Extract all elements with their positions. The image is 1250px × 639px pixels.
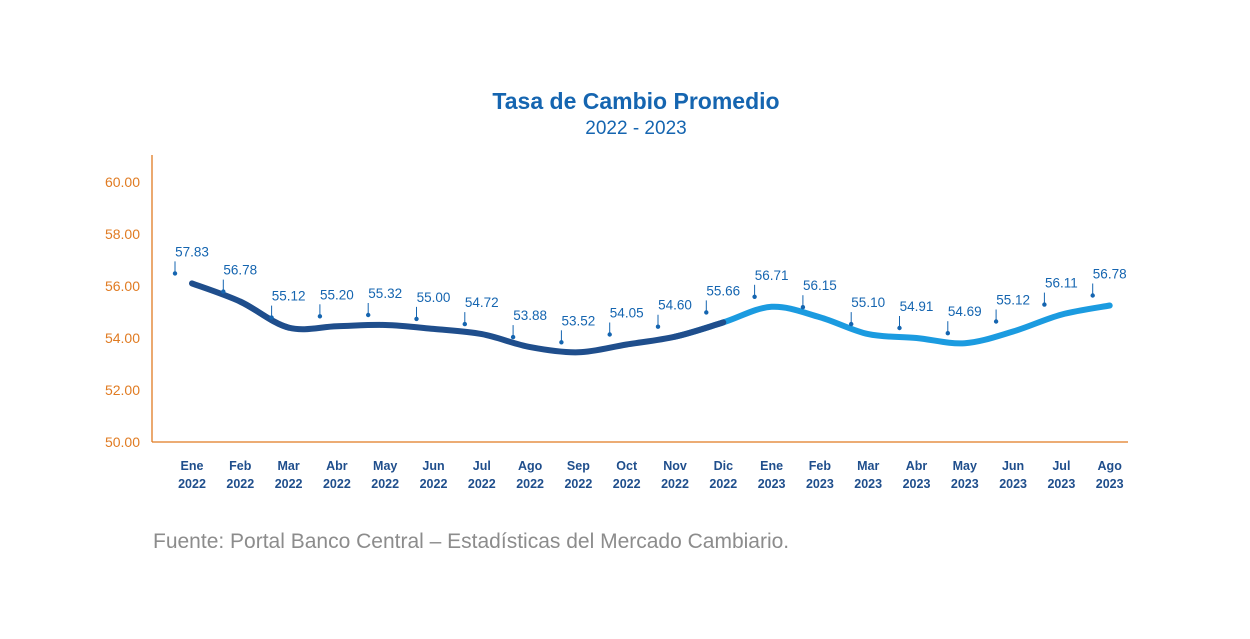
y-axis: 60.00 58.00 56.00 54.00 52.00 50.00 — [105, 155, 153, 450]
y-tick-label: 52.00 — [105, 382, 140, 398]
series-line-2023 — [672, 302, 1113, 347]
data-label: 56.71 — [755, 268, 789, 283]
data-point-marker — [655, 324, 661, 329]
source-note: Fuente: Portal Banco Central – Estadísti… — [153, 530, 790, 553]
data-point-marker — [172, 271, 178, 276]
x-tick-label-month: Sep — [567, 459, 590, 473]
x-tick-label-month: Ago — [1098, 459, 1123, 473]
x-tick-label-year: 2023 — [951, 477, 979, 491]
x-tick-label-year: 2022 — [178, 477, 206, 491]
data-label: 56.11 — [1045, 276, 1078, 291]
y-tick-label: 58.00 — [105, 226, 140, 242]
chart-subtitle: 2022 - 2023 — [585, 118, 687, 139]
data-point-marker — [993, 319, 999, 324]
data-label: 54.72 — [465, 295, 499, 310]
data-label: 56.78 — [223, 263, 257, 278]
x-tick-label-month: Dic — [714, 459, 734, 473]
chart-title: Tasa de Cambio Promedio — [492, 88, 780, 114]
x-tick-label-year: 2022 — [420, 477, 448, 491]
data-label: 56.15 — [803, 278, 837, 293]
x-tick-label-month: Feb — [809, 459, 832, 473]
x-tick-label-year: 2023 — [999, 477, 1027, 491]
x-tick-label-year: 2022 — [226, 477, 254, 491]
x-tick-label-year: 2023 — [1096, 477, 1124, 491]
data-point-marker — [704, 310, 709, 315]
x-tick-label-month: Jul — [1052, 459, 1070, 473]
x-tick-label-month: Mar — [277, 459, 299, 473]
data-point-marker — [366, 312, 371, 318]
data-label: 54.91 — [900, 299, 934, 314]
data-point-marker — [414, 316, 419, 322]
data-labels: 57.83 56.78 55.12 55.20 55.32 55.00 54.72 53.88… — [172, 244, 1127, 345]
x-tick-label-month: Abr — [906, 459, 928, 473]
data-point-marker — [510, 334, 516, 340]
data-point-marker — [897, 325, 902, 331]
data-label: 56.78 — [1093, 267, 1127, 282]
data-label: 55.12 — [272, 289, 306, 304]
data-label: 57.83 — [175, 244, 209, 259]
x-tick-label-month: Ago — [518, 459, 543, 473]
x-tick-label-year: 2023 — [758, 477, 786, 491]
x-tick-label-month: Ene — [760, 459, 783, 473]
x-tick-label-year: 2022 — [613, 477, 641, 491]
x-tick-label-month: May — [373, 459, 397, 473]
x-tick-label-year: 2022 — [709, 477, 737, 491]
y-tick-label: 54.00 — [105, 330, 140, 346]
x-tick-label-month: Jun — [422, 459, 444, 473]
x-tick-label-year: 2023 — [1047, 477, 1075, 491]
data-label: 55.12 — [996, 293, 1030, 308]
data-label: 54.60 — [658, 298, 692, 313]
data-point-marker — [607, 332, 612, 337]
series-lines — [189, 280, 1113, 356]
data-label: 54.69 — [948, 304, 982, 319]
series-line-2022 — [237, 298, 727, 356]
data-label: 55.32 — [368, 286, 402, 301]
y-tick-label: 60.00 — [105, 174, 140, 190]
y-tick-label: 56.00 — [105, 278, 140, 294]
data-point-marker — [559, 340, 564, 345]
x-tick-label-year: 2023 — [806, 477, 834, 491]
x-tick-label-year: 2022 — [275, 477, 303, 491]
x-tick-label-month: Jul — [473, 459, 491, 473]
data-point-marker — [1042, 302, 1047, 307]
x-tick-label-month: Nov — [663, 459, 687, 473]
data-label: 55.66 — [706, 283, 740, 298]
x-tick-label-year: 2022 — [661, 477, 689, 491]
x-tick-label-month: May — [953, 459, 977, 473]
data-label: 55.00 — [417, 290, 451, 305]
data-label: 55.20 — [320, 287, 354, 302]
data-label: 53.52 — [562, 313, 596, 328]
data-point-marker — [800, 305, 806, 310]
x-tick-label-year: 2022 — [468, 477, 496, 491]
x-tick-label-month: Ene — [181, 459, 204, 473]
data-point-marker — [462, 321, 467, 327]
x-tick-label-year: 2022 — [564, 477, 592, 491]
data-point-marker — [221, 289, 226, 294]
data-label: 55.10 — [851, 295, 885, 310]
x-tick-label-month: Jun — [1002, 459, 1024, 473]
data-point-marker — [849, 321, 854, 327]
x-tick-label-month: Feb — [229, 459, 252, 473]
x-tick-label-year: 2022 — [323, 477, 351, 491]
data-point-marker — [945, 331, 950, 336]
data-point-marker — [1090, 293, 1095, 298]
x-tick-label-year: 2022 — [516, 477, 544, 491]
x-tick-label-year: 2022 — [371, 477, 399, 491]
data-point-marker — [317, 314, 323, 319]
data-label: 54.05 — [610, 306, 644, 321]
x-tick-label-year: 2023 — [903, 477, 931, 491]
data-point-marker — [269, 315, 274, 320]
y-tick-label: 50.00 — [105, 434, 140, 450]
x-tick-label-month: Mar — [857, 459, 879, 473]
data-point-marker — [752, 294, 757, 299]
x-tick-label-month: Abr — [326, 459, 348, 473]
data-label: 53.88 — [513, 308, 547, 323]
x-axis: Ene 2022 Feb 2022 Mar 2022 Abr 2022 May 2022 Jun 20… — [152, 441, 1128, 491]
x-tick-label-month: Oct — [616, 459, 638, 473]
x-tick-label-year: 2023 — [854, 477, 882, 491]
